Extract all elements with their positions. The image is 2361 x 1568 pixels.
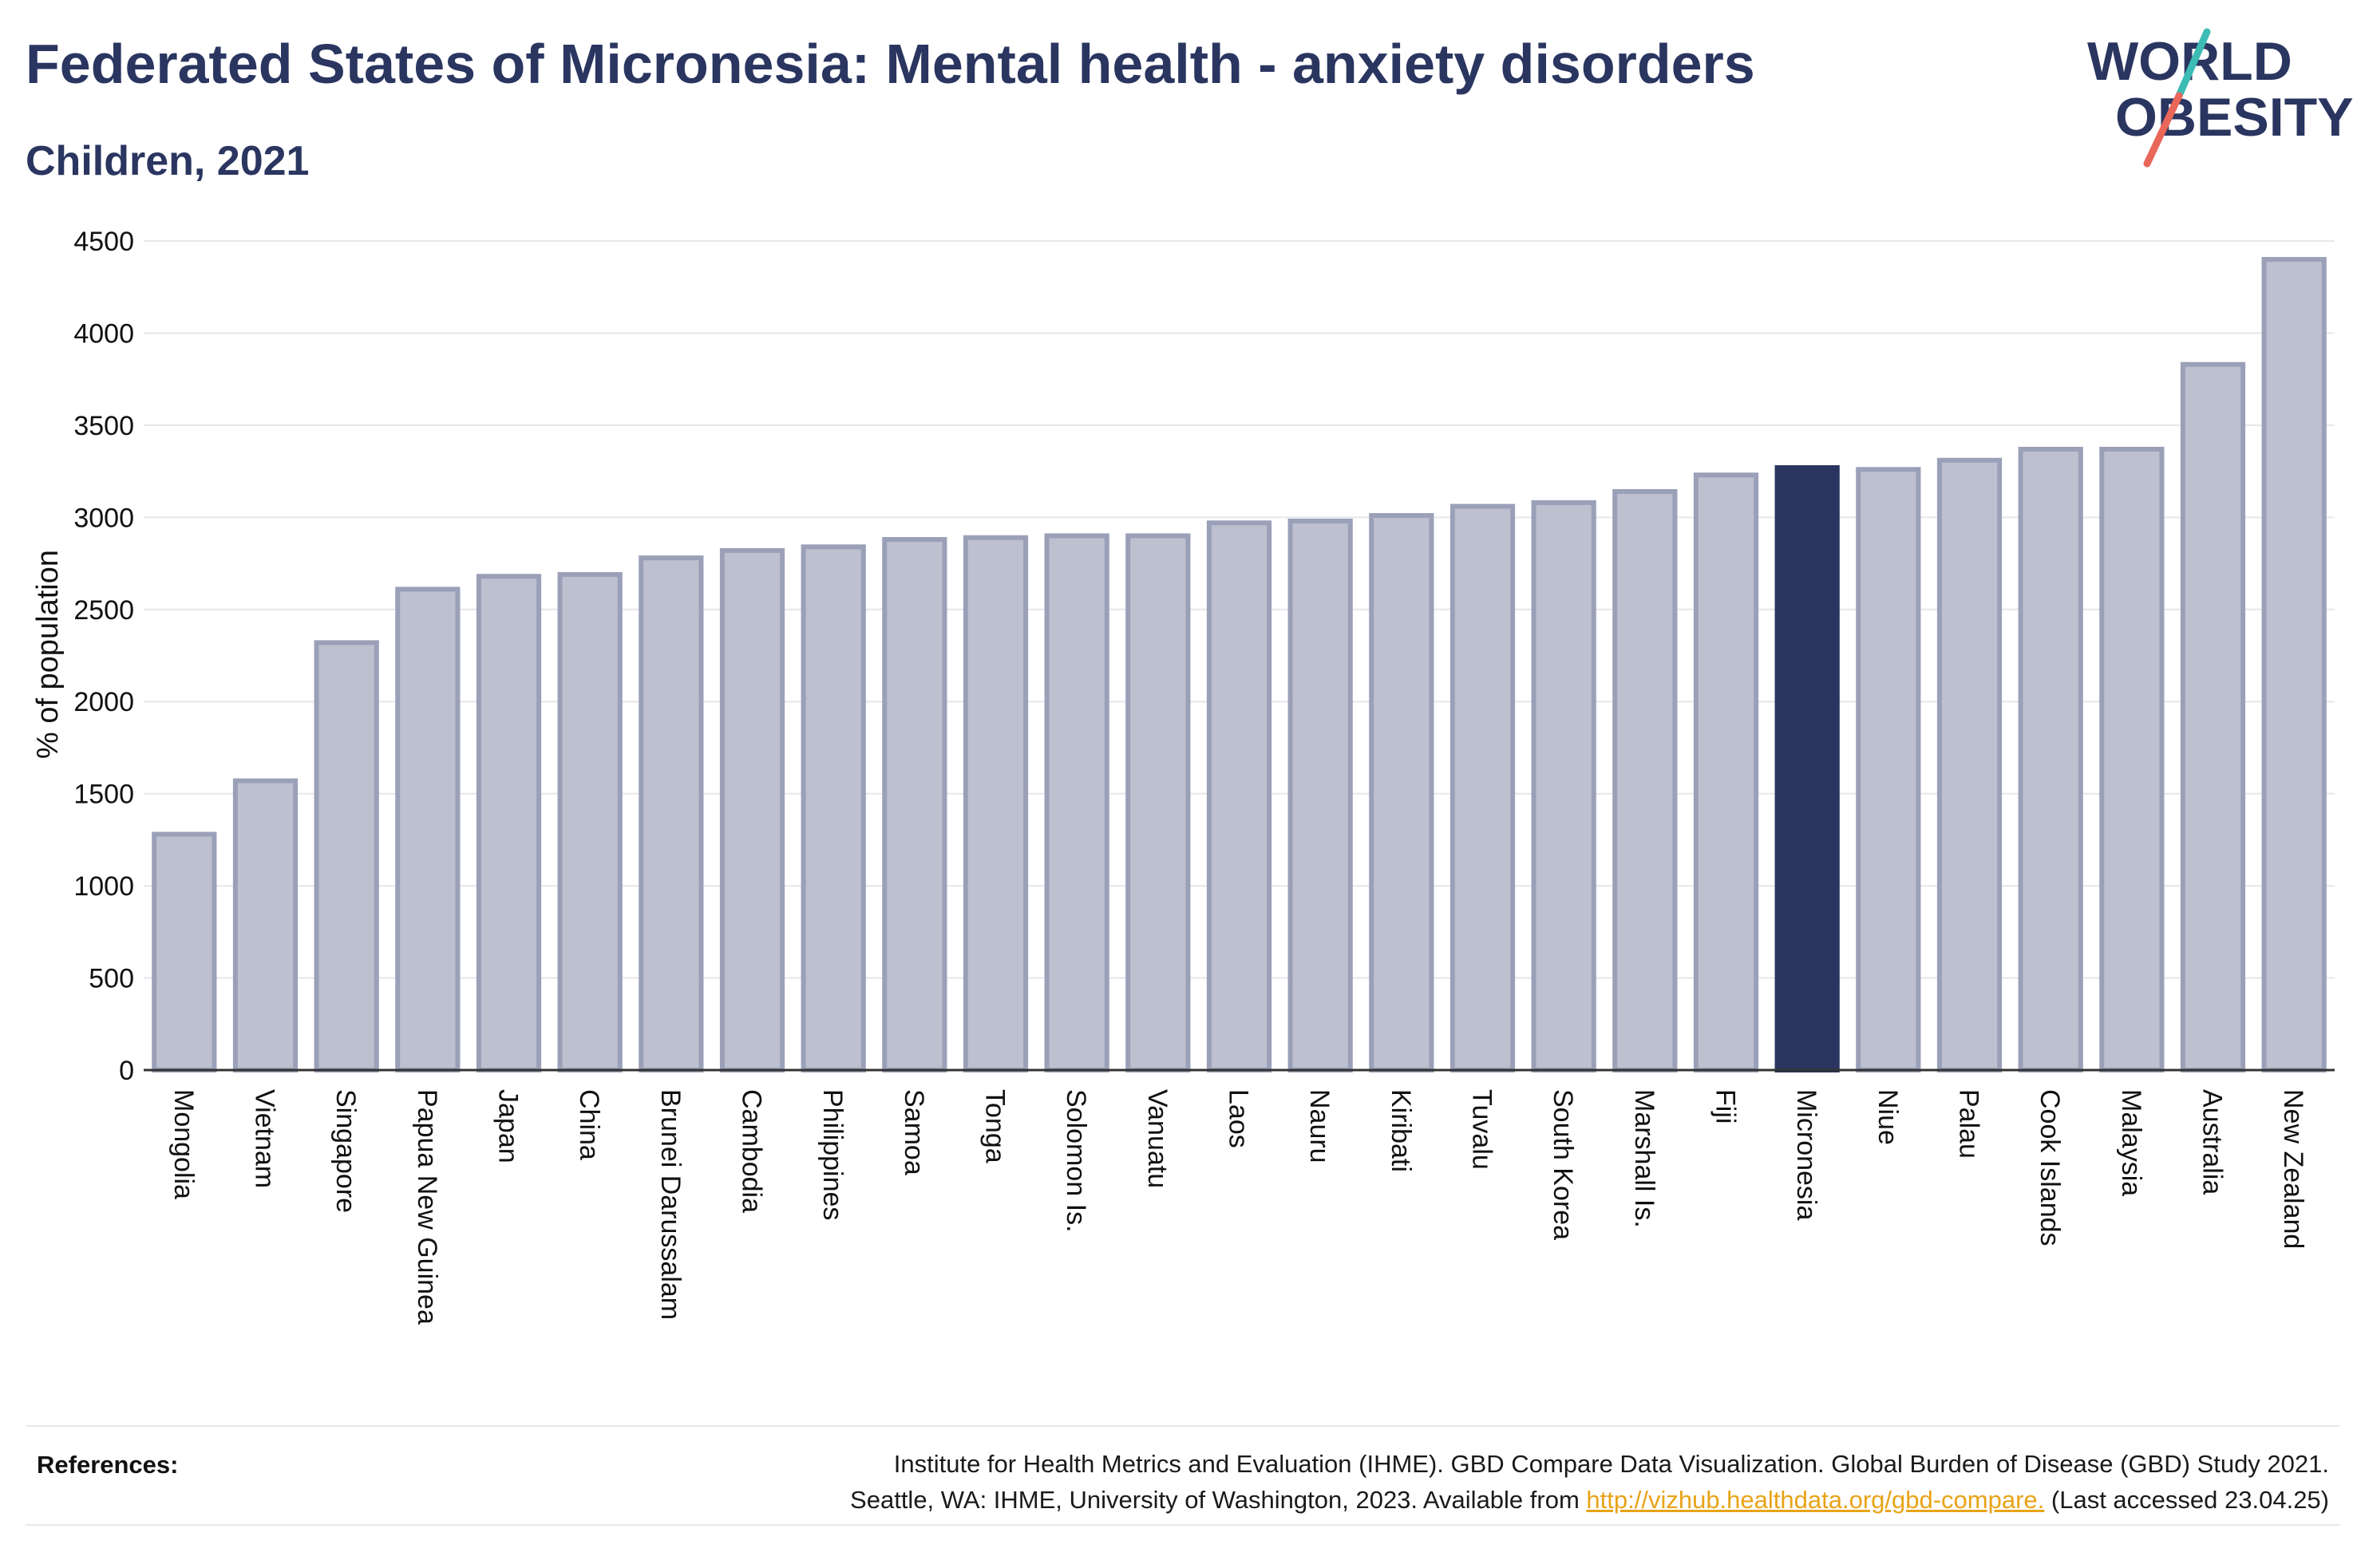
x-tick-label: Tonga xyxy=(980,1089,1010,1163)
x-tick-label: Mongolia xyxy=(168,1089,199,1199)
x-tick-label: Australia xyxy=(2197,1089,2228,1195)
x-tick-label: Nauru xyxy=(1304,1089,1335,1163)
y-axis-label: % of population xyxy=(31,550,65,759)
y-tick-label: 1500 xyxy=(73,780,134,810)
bar-philippines xyxy=(801,544,866,1072)
x-tick-label: Laos xyxy=(1224,1089,1254,1148)
x-tick-label: Marshall Is. xyxy=(1629,1089,1659,1228)
x-tick-label: Malaysia xyxy=(2116,1089,2146,1196)
x-tick-label: Cambodia xyxy=(737,1089,767,1213)
bar-kiribati xyxy=(1369,513,1434,1072)
y-tick-label: 3000 xyxy=(73,503,134,533)
bar-vanuatu xyxy=(1125,533,1191,1072)
bar-nauru xyxy=(1287,518,1353,1072)
references-line-2: Seattle, WA: IHME, University of Washing… xyxy=(850,1486,2329,1514)
x-tick-label: Vanuatu xyxy=(1142,1089,1173,1188)
references-text: Institute for Health Metrics and Evaluat… xyxy=(850,1446,2329,1518)
y-tick-label: 4500 xyxy=(73,227,134,257)
y-tick-label: 500 xyxy=(89,964,134,994)
x-tick-label: South Korea xyxy=(1548,1089,1578,1240)
x-tick-label: Fiji xyxy=(1710,1089,1741,1124)
bar-malaysia xyxy=(2099,446,2165,1072)
x-tick-label: Samoa xyxy=(899,1089,929,1175)
bar-china xyxy=(557,571,623,1072)
bar-vietnam xyxy=(232,778,299,1072)
bar-cambodia xyxy=(719,547,785,1072)
bar-south-korea xyxy=(1531,500,1596,1072)
x-tick-label: Tuvalu xyxy=(1467,1089,1497,1170)
bar-laos xyxy=(1206,520,1272,1072)
x-tick-label: Japan xyxy=(493,1089,524,1163)
logo-slash-coral xyxy=(2143,92,2183,168)
y-tick-label: 1000 xyxy=(73,871,134,902)
references-line-1: Institute for Health Metrics and Evaluat… xyxy=(893,1450,2329,1478)
bar-tonga xyxy=(963,535,1029,1072)
bar-australia xyxy=(2180,361,2246,1072)
bar-cook-islands xyxy=(2018,446,2083,1072)
bar-singapore xyxy=(314,640,379,1072)
x-tick-label: Brunei Darussalam xyxy=(655,1089,686,1320)
bar-marshall-is- xyxy=(1612,489,1678,1072)
x-tick-label: Cook Islands xyxy=(2035,1089,2065,1246)
references-label: References: xyxy=(37,1451,179,1479)
logo-slash-teal xyxy=(2175,28,2211,100)
chart-title: Federated States of Micronesia: Mental h… xyxy=(26,33,1755,95)
bar-japan xyxy=(476,574,542,1072)
bar-niue xyxy=(1856,467,1921,1072)
references-link[interactable]: http://vizhub.healthdata.org/gbd-compare… xyxy=(1586,1486,2045,1514)
bar-fiji xyxy=(1693,472,1759,1072)
y-tick-label: 2000 xyxy=(73,687,134,717)
world-obesity-logo: WORLD OBESITY xyxy=(2087,28,2354,168)
chart-subtitle: Children, 2021 xyxy=(26,138,310,184)
x-tick-label: Palau xyxy=(1954,1089,1984,1159)
y-tick-label: 3500 xyxy=(73,411,134,441)
x-tick-label: Micronesia xyxy=(1791,1089,1821,1220)
x-tick-label: Solomon Is. xyxy=(1061,1089,1091,1233)
x-tick-label: Vietnam xyxy=(250,1089,280,1188)
bar-solomon-is- xyxy=(1044,533,1109,1072)
x-tick-label: Philippines xyxy=(817,1089,848,1220)
bar-palau xyxy=(1936,457,2003,1072)
bar-chart: 0 500 1000 1500 2000 2500 3000 3500 4000 4500 Mong… xyxy=(31,227,2335,1325)
y-tick-label: 0 xyxy=(119,1056,134,1086)
logo-line2: OBESITY xyxy=(2115,87,2354,148)
bar-brunei-darussalam xyxy=(639,555,704,1072)
bar-tuvalu xyxy=(1449,504,1516,1072)
x-tick-label: Kiribati xyxy=(1386,1089,1416,1172)
x-tick-label: Singapore xyxy=(330,1089,361,1213)
y-tick-label: 4000 xyxy=(73,318,134,349)
bar-mongolia xyxy=(152,831,217,1073)
bar-new-zealand xyxy=(2261,257,2327,1073)
bar-papua-new-guinea xyxy=(395,587,461,1072)
references-divider-bottom xyxy=(26,1524,2340,1526)
y-tick-label: 2500 xyxy=(73,595,134,626)
references-divider-top xyxy=(26,1425,2340,1427)
x-tick-label: China xyxy=(574,1089,604,1160)
x-tick-label: Papua New Guinea xyxy=(412,1089,442,1325)
logo-line1: WORLD xyxy=(2087,31,2292,92)
x-tick-label: Niue xyxy=(1873,1089,1903,1145)
bar-samoa xyxy=(882,537,947,1072)
bar-micronesia xyxy=(1774,464,1840,1072)
x-tick-label: New Zealand xyxy=(2278,1089,2308,1249)
